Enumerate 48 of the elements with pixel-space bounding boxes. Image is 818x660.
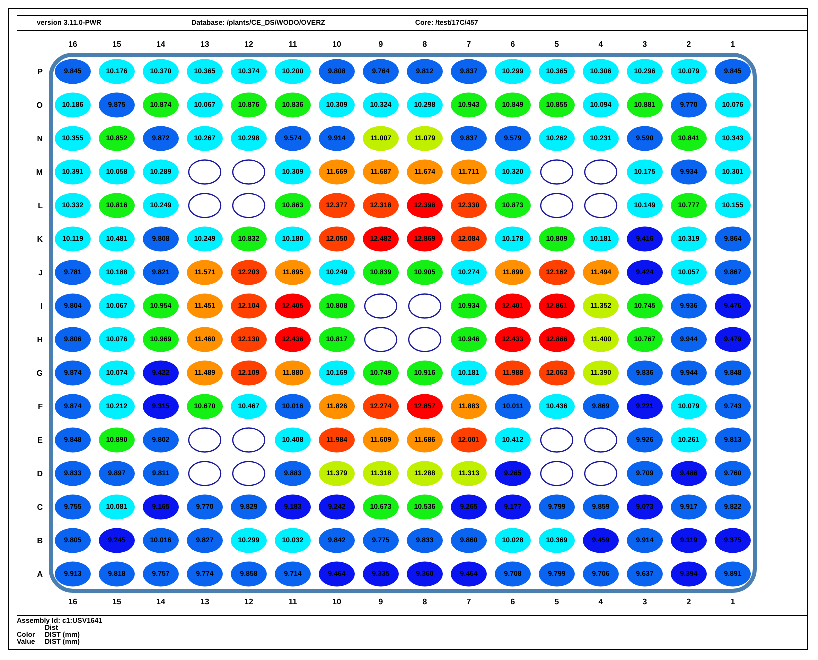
x-tick-label: 2: [686, 598, 692, 607]
x-tick-label: 6: [510, 598, 516, 607]
x-tick-label: 13: [200, 598, 210, 607]
y-tick-label: D: [37, 470, 44, 479]
category-label: 16: [68, 40, 78, 49]
category-label: 14: [156, 40, 166, 49]
category-label: 15: [112, 40, 122, 49]
y-tick-label: M: [36, 168, 44, 178]
category-label: 3: [642, 40, 648, 49]
y-tick-label: E: [38, 436, 44, 446]
x-tick-label: 8: [422, 598, 428, 607]
category-label: 6: [510, 40, 516, 49]
x-tick-label: 12: [244, 598, 254, 607]
y-tick-label: K: [37, 235, 44, 244]
y-tick-label: P: [38, 68, 44, 77]
y-tick-label: C: [37, 503, 44, 512]
y-tick-label: O: [36, 101, 43, 110]
x-tick-label: 5: [554, 598, 560, 607]
category-label: 5: [554, 40, 560, 49]
x-tick-label: 9: [378, 598, 384, 607]
x-tick-label: 7: [466, 598, 472, 607]
x-tick-label: 10: [332, 598, 342, 607]
category-label: 9: [378, 40, 384, 49]
x-tick-label: 4: [598, 598, 604, 607]
x-tick-label: 3: [642, 598, 648, 607]
x-tick-label: 11: [288, 598, 298, 607]
y-tick-label: A: [37, 570, 44, 580]
x-tick-label: 15: [112, 598, 122, 607]
x-tick-label: 16: [68, 598, 78, 607]
category-label: 7: [466, 40, 472, 49]
y-tick-label: G: [36, 369, 43, 378]
x-tick-label: 1: [730, 598, 736, 607]
category-label: 10: [332, 40, 342, 49]
y-tick-label: L: [38, 202, 44, 211]
y-tick-label: H: [37, 336, 44, 345]
y-tick-label: I: [40, 302, 43, 312]
category-label: 12: [244, 40, 254, 49]
category-label: 13: [200, 40, 210, 49]
y-tick-label: J: [38, 268, 43, 278]
category-label: 4: [598, 40, 604, 49]
category-label: 11: [288, 40, 298, 49]
category-label: 8: [422, 40, 428, 49]
y-tick-label: N: [37, 134, 44, 144]
x-tick-label: 14: [156, 598, 166, 607]
y-tick-label: F: [38, 402, 44, 412]
y-tick-label: B: [37, 536, 44, 546]
category-label: 2: [686, 40, 692, 49]
category-label: 1: [730, 40, 736, 49]
